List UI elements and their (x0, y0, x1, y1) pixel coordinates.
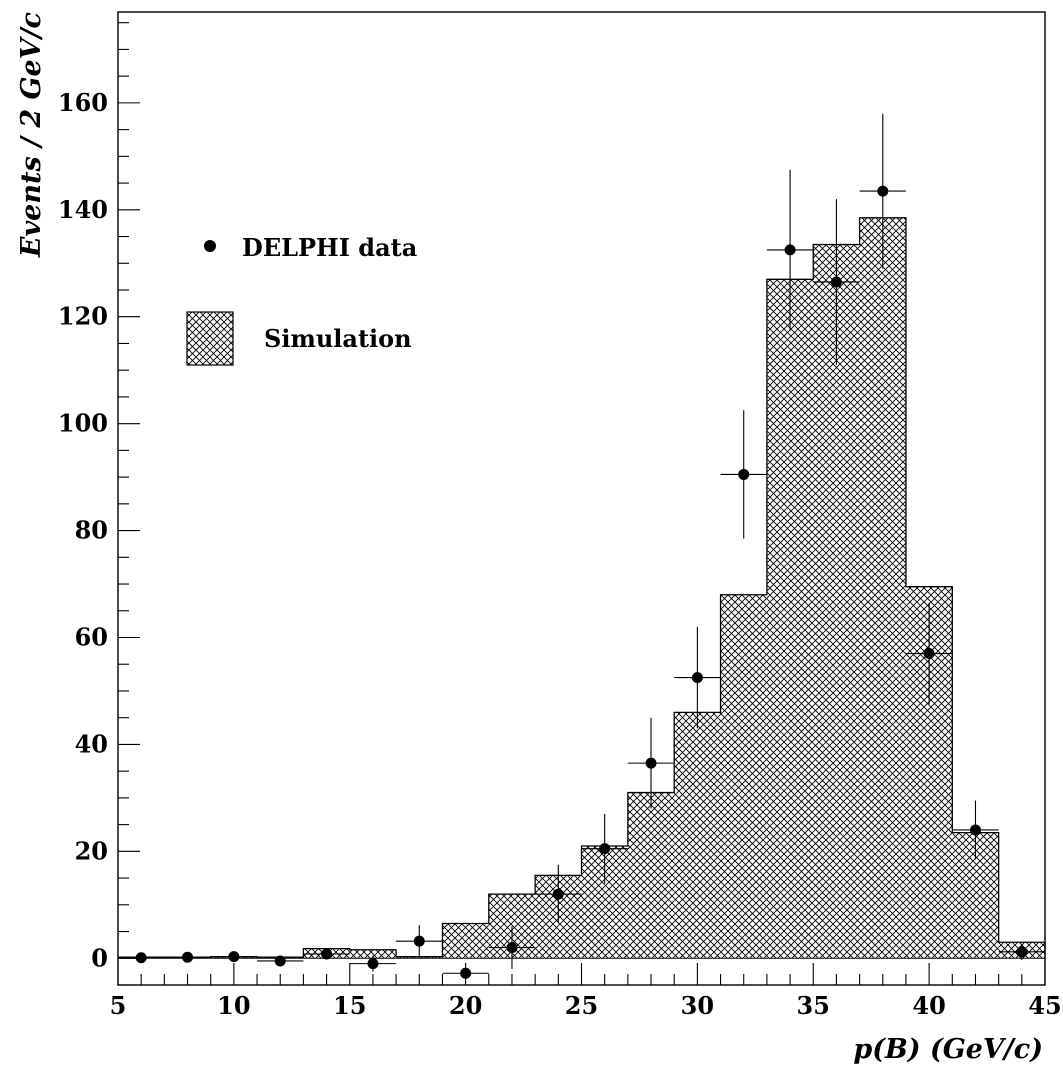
data-point-group (627, 717, 675, 809)
data-point-group (396, 925, 443, 958)
legend-simulation-swatch (186, 311, 234, 366)
data-point (506, 942, 518, 954)
data-point (969, 824, 981, 836)
data-point (274, 955, 286, 967)
legend-data-label: DELPHI data (242, 233, 417, 262)
data-point-group (766, 169, 814, 331)
x-tick-label: 45 (1028, 991, 1061, 1020)
data-point-group (303, 948, 350, 960)
histogram-bar (349, 949, 397, 959)
y-axis-title: Events / 2 GeV/c (16, 12, 47, 258)
y-tick-label: 80 (75, 516, 108, 545)
y-tick-label: 100 (58, 409, 108, 438)
data-point (413, 935, 425, 947)
y-tick-label: 120 (58, 302, 108, 331)
y-tick-label: 20 (75, 836, 108, 865)
y-tick-label: 140 (58, 195, 108, 224)
histogram-bar (859, 217, 906, 959)
legend-simulation-label: Simulation (264, 324, 412, 353)
histogram-bar (627, 792, 675, 959)
histogram-bar (442, 923, 489, 959)
histogram-bar (766, 279, 814, 959)
y-tick-label: 60 (75, 623, 108, 652)
data-point-group (674, 626, 721, 729)
data-point-group (720, 410, 767, 539)
data-point-group (581, 813, 628, 884)
y-tick-label: 160 (58, 88, 108, 117)
histogram-outline (117, 217, 1046, 959)
data-point (691, 672, 703, 684)
data-point-group (952, 800, 999, 860)
x-tick-label: 10 (217, 991, 250, 1020)
x-tick-label: 25 (565, 991, 598, 1020)
data-point-group (210, 951, 258, 963)
data-point (321, 948, 333, 960)
data-point (877, 185, 889, 197)
y-tick-label: 40 (75, 729, 108, 758)
histogram-bar (674, 712, 721, 959)
legend: DELPHI data Simulation (186, 233, 417, 366)
data-point (599, 843, 611, 855)
x-tick-label: 20 (449, 991, 482, 1020)
data-point (1016, 946, 1028, 958)
x-tick-label: 15 (333, 991, 366, 1020)
y-tick-label: 0 (91, 943, 108, 972)
data-point-group (349, 955, 397, 972)
data-point (552, 888, 564, 900)
data-point (738, 468, 750, 480)
data-point (135, 952, 147, 964)
data-point-group (813, 199, 860, 365)
data-point (784, 244, 796, 256)
histogram-bar (720, 594, 767, 959)
x-tick-label: 40 (912, 991, 945, 1020)
x-tick-label: 5 (110, 991, 127, 1020)
data-point-group (859, 113, 906, 269)
simulation-histogram (117, 217, 1046, 959)
data-point-group (998, 943, 1045, 960)
histogram-bar (396, 956, 443, 959)
data-point (830, 276, 842, 288)
data-point-group (257, 955, 304, 967)
x-axis-title: p(B) (GeV/c) (853, 1034, 1043, 1065)
data-point-group (488, 926, 536, 969)
data-point (367, 958, 379, 970)
data-point (923, 648, 935, 660)
data-point (645, 757, 657, 769)
x-tick-label: 35 (797, 991, 830, 1020)
data-point (182, 951, 194, 963)
data-points-layer (118, 113, 1045, 979)
axes-layer: 5 10 15 20 25 30 35 40 45 0 20 40 60 80 100 120 140 160 (58, 11, 1062, 1020)
x-tick-label: 30 (681, 991, 714, 1020)
legend-data-marker (204, 240, 216, 252)
data-point (228, 951, 240, 963)
data-point-group (164, 951, 211, 963)
data-point-group (905, 602, 953, 705)
data-point-group (535, 864, 582, 924)
